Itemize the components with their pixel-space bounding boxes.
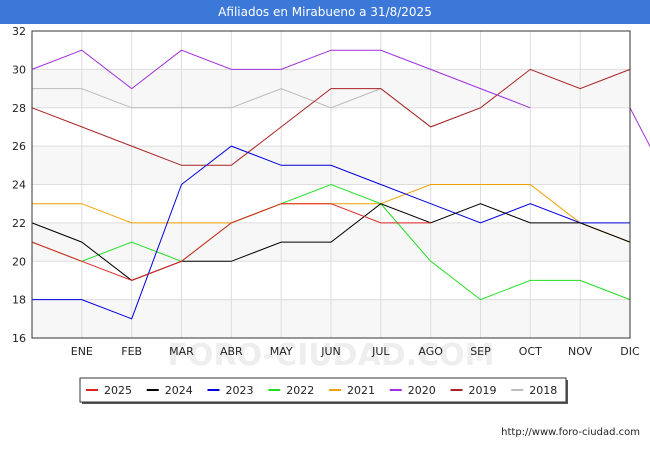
y-tick-label: 22 [12,217,26,230]
x-tick-label: MAY [270,345,293,358]
x-tick-label: DIC [620,345,640,358]
y-tick-label: 24 [12,179,26,192]
legend-label-2020: 2020 [408,384,436,397]
x-tick-label: OCT [519,345,542,358]
watermark-text: FORO-CIUDAD.COM [168,338,495,373]
x-tick-label: FEB [121,345,142,358]
series-line-2022 [31,183,631,301]
y-tick-label: 20 [12,255,26,268]
legend-label-2025: 2025 [104,384,132,397]
y-tick-label: 32 [12,25,26,38]
y-tick-label: 30 [12,63,26,76]
chart-title: Afiliados en Mirabueno a 31/8/2025 [0,0,650,24]
series-line-2025 [31,203,431,281]
y-tick-label: 18 [12,294,26,307]
x-tick-label: MAR [169,345,194,358]
series-lines [31,49,650,320]
legend-box [79,377,567,403]
legend-label-2021: 2021 [347,384,375,397]
y-tick-label: 26 [12,140,26,153]
series-line-2019 [31,68,631,166]
x-tick-label: AGO [418,345,443,358]
y-tick-labels: 16 18 20 22 24 26 28 30 32 [12,25,26,345]
x-tick-label: NOV [568,345,593,358]
series-line-2023 [32,145,630,320]
x-tick-label: ENE [71,345,93,358]
series-line-2020 [31,49,531,109]
legend-label-2018: 2018 [529,384,557,397]
watermark: FORO-CIUDAD.COM [168,338,495,373]
x-tick-label: JUL [371,345,390,358]
plot-border [31,30,631,339]
x-tick-labels: ENE FEB MAR ABR MAY JUN JUL AGO SEP OCT NOV DIC [71,345,640,358]
legend-label-2024: 2024 [165,384,193,397]
y-tick-label: 28 [12,102,26,115]
y-tick-label: 16 [12,332,26,345]
series-line-2020 [629,107,650,148]
x-tick-label: ABR [220,345,243,358]
legend-label-2019: 2019 [469,384,497,397]
legend: 2025 2024 2023 2022 2021 2020 2019 2018 [79,377,568,404]
x-tick-label: SEP [470,345,491,358]
x-tick-label: JUN [320,345,341,358]
legend-label-2023: 2023 [226,384,254,397]
legend-label-2022: 2022 [286,384,314,397]
source-url: http://www.foro-ciudad.com [501,427,640,438]
